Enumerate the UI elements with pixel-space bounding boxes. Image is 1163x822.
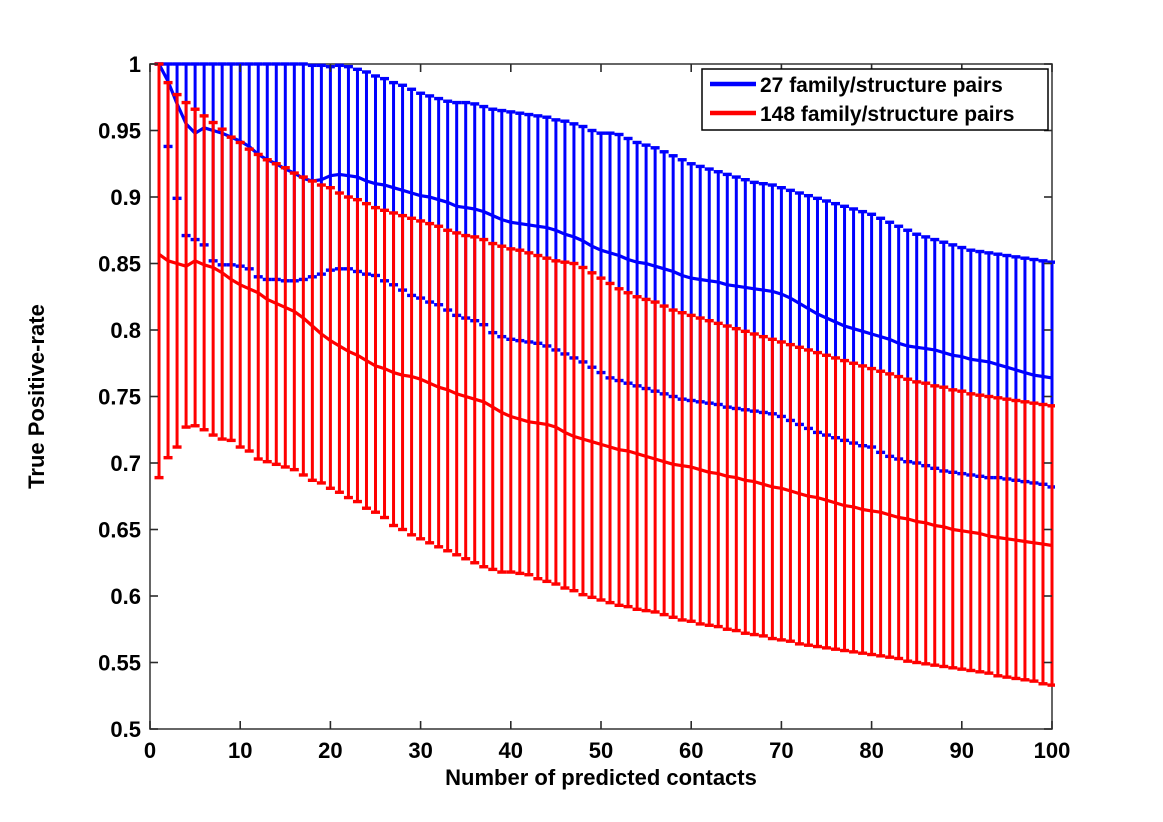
legend-label: 148 family/structure pairs: [760, 103, 1014, 126]
x-tick-label: 10: [228, 738, 252, 763]
x-tick-label: 20: [318, 738, 342, 763]
y-tick-label: 0.5: [110, 717, 141, 742]
x-tick-label: 80: [859, 738, 883, 763]
y-tick-label: 0.95: [98, 119, 141, 144]
legend-label: 27 family/structure pairs: [760, 74, 1003, 97]
axis-ticks: [149, 63, 1053, 730]
y-tick-label: 0.9: [110, 185, 141, 210]
legend-box: [701, 68, 1049, 131]
legend: 27 family/structure pairs 148 family/stru…: [701, 68, 1049, 131]
x-tick-label: 100: [1034, 738, 1071, 763]
y-tick-label: 0.65: [98, 518, 141, 543]
y-tick-label: 0.75: [98, 385, 141, 410]
x-tick-label: 70: [769, 738, 793, 763]
series-148-pairs: [154, 62, 1055, 687]
mean-line: [157, 63, 1053, 380]
y-axis-title: True Positive-rate: [24, 304, 49, 489]
axis-tick-labels: 0 10 20 30 40 50 60 70 80 90 100 0.5 0.55 0.6 0.65 0.7 0…: [98, 52, 1070, 763]
mean-line: [158, 252, 1053, 548]
y-tick-label: 0.7: [110, 451, 141, 476]
x-tick-label: 90: [950, 738, 974, 763]
plot-area: [154, 62, 1055, 687]
x-tick-label: 60: [679, 738, 703, 763]
x-tick-label: 30: [408, 738, 432, 763]
x-axis-title: Number of predicted contacts: [445, 765, 757, 790]
y-tick-label: 0.8: [110, 318, 141, 343]
y-tick-label: 0.6: [110, 584, 141, 609]
y-tick-label: 0.85: [98, 252, 141, 277]
y-tick-label: 0.55: [98, 651, 141, 676]
x-tick-label: 0: [144, 738, 156, 763]
y-tick-label: 1: [129, 52, 141, 77]
x-tick-label: 50: [589, 738, 613, 763]
x-tick-label: 40: [499, 738, 523, 763]
